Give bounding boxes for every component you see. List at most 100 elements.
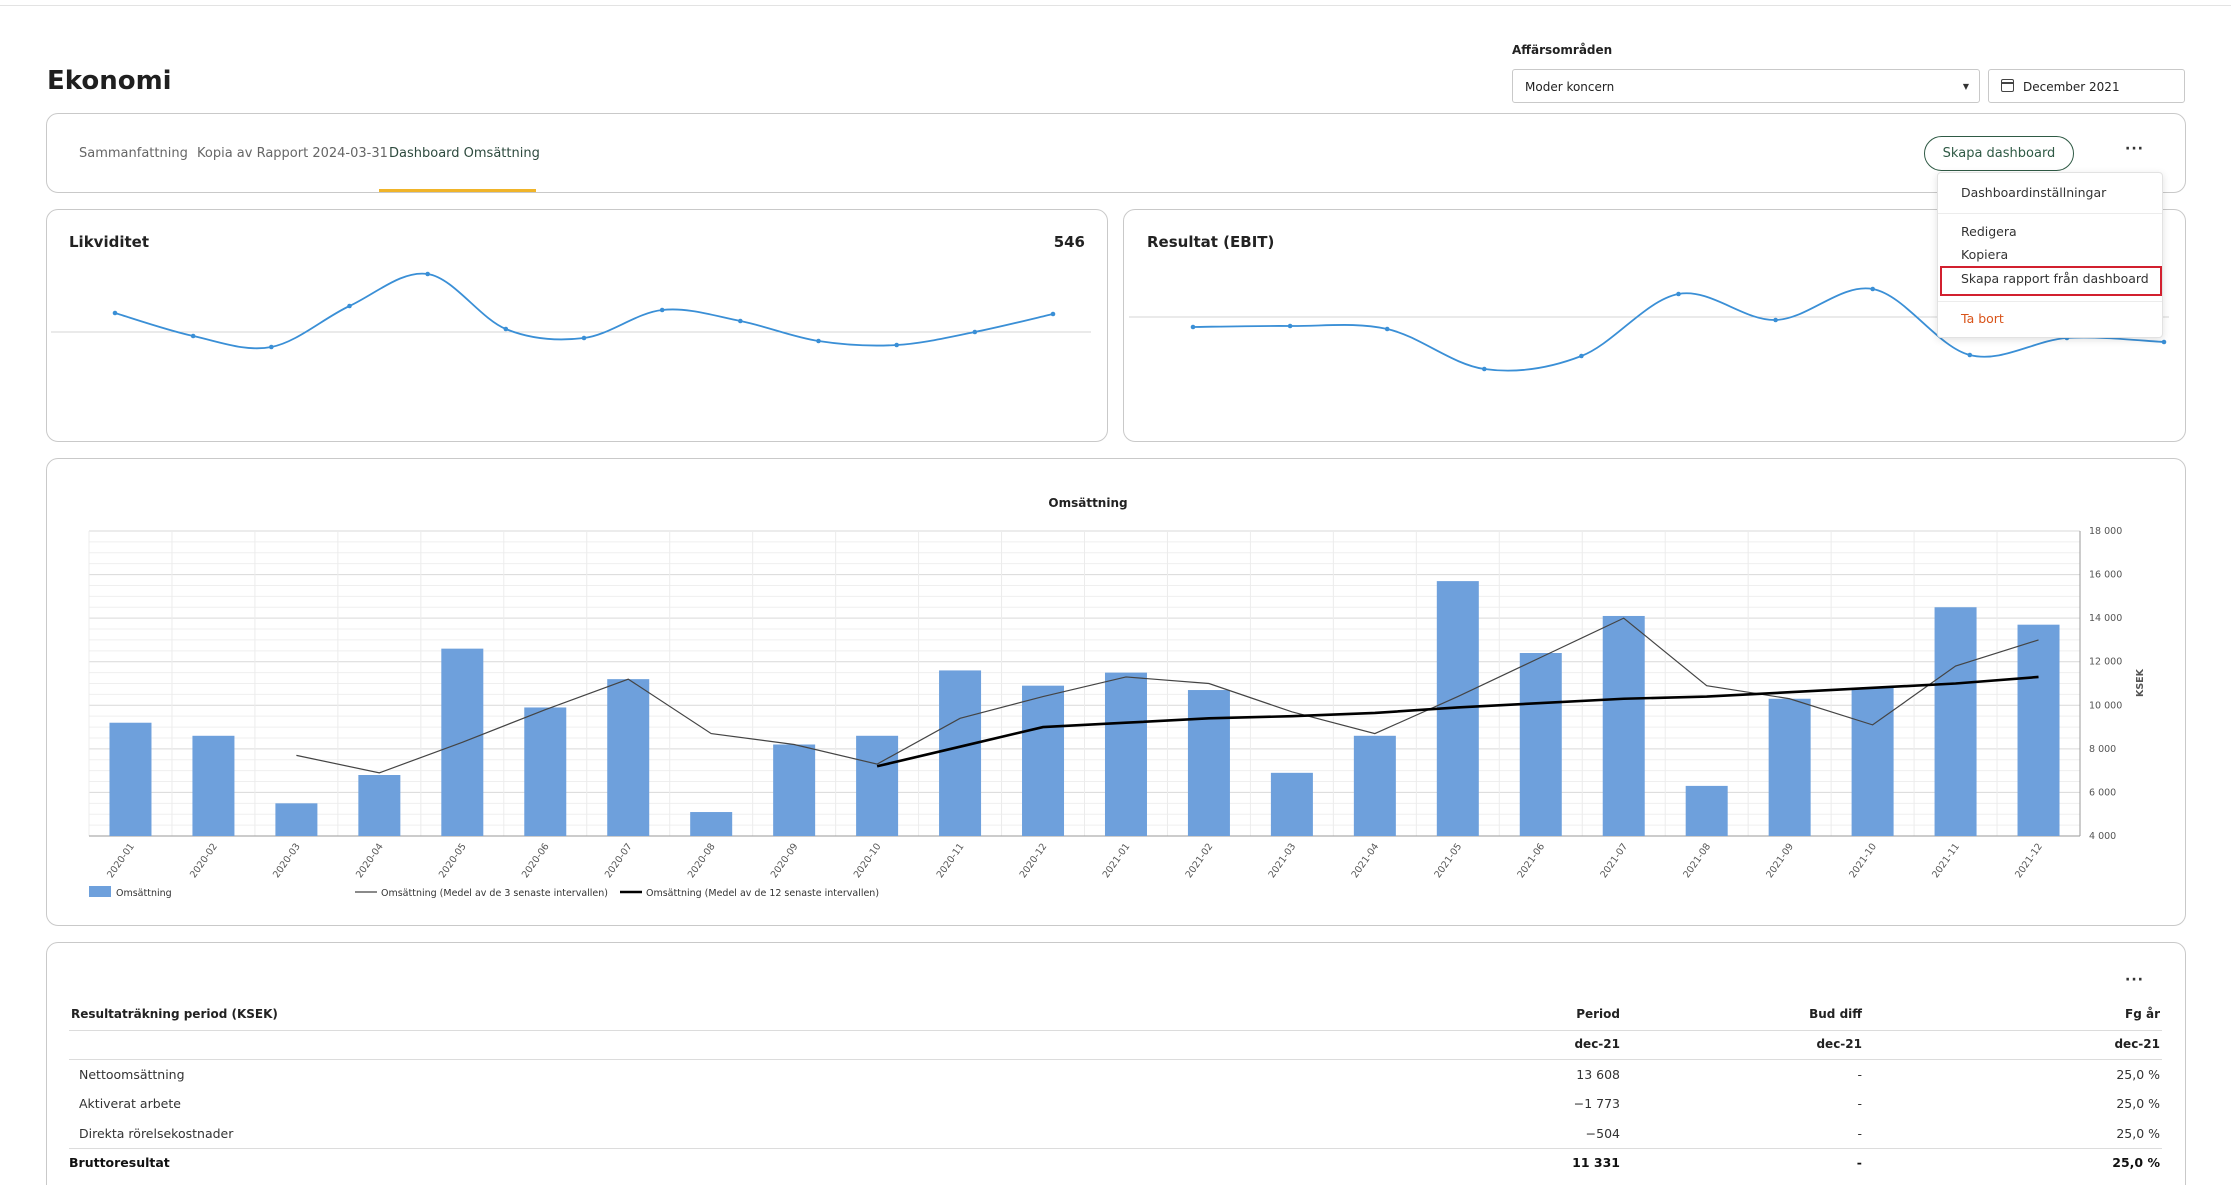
revenue-bar [1353,735,1396,836]
tab-sammanfattning[interactable]: Sammanfattning [79,146,188,161]
table-row-period: 11 331 [1572,1155,1620,1170]
table-header-bud-diff: Bud diff [1809,1007,1862,1021]
kpi-card-likviditet [46,209,1108,442]
business-area-select[interactable]: Moder koncern ▼ [1512,69,1980,103]
x-tick-label: 2021-11 [1930,841,1962,880]
x-tick-label: 2021-08 [1681,841,1713,880]
income-statement-card [46,942,2186,1185]
moving-average-12-line [876,675,2039,768]
revenue-bar [358,775,401,836]
page-title: Ekonomi [47,66,172,96]
table-subheader-period: dec-21 [1574,1037,1620,1051]
revenue-bar [1022,685,1065,836]
y-axis-label: KSEK [2135,668,2146,697]
revenue-bar [524,707,567,836]
y-tick-label: 6 000 [2089,787,2116,798]
table-subheader-fg-ar: dec-21 [2114,1037,2160,1051]
tab-kopia-av-rapport[interactable]: Kopia av Rapport 2024-03-31 [197,146,388,161]
top-divider [0,5,2231,6]
menu-item-create-report[interactable]: Skapa rapport från dashboard [1961,271,2149,286]
sparkline-point [1482,366,1487,372]
revenue-bar [607,679,650,836]
sparkline-likviditet [51,271,1091,350]
y-tick-label: 8 000 [2089,744,2116,755]
x-tick-label: 2020-11 [935,841,967,880]
revenue-bar [1685,785,1728,836]
sparkline-point [1287,323,1293,329]
table-row-bud-diff: - [1856,1155,1862,1170]
table-more-options-icon[interactable]: ··· [2125,972,2144,988]
x-tick-label: 2021-04 [1350,841,1382,880]
business-area-value: Moder koncern [1525,80,1615,94]
sparkline-point [1384,326,1390,332]
x-tick-label: 2021-12 [2013,841,2045,880]
table-divider [69,1030,2162,1031]
moving-average-3-line [296,617,2039,774]
x-tick-label: 2020-06 [520,841,552,880]
active-tab-indicator [379,189,536,192]
table-divider [69,1148,2162,1149]
x-tick-label: 2020-12 [1018,841,1050,880]
kpi-title-likviditet: Likviditet [69,233,149,251]
revenue-bar [1187,690,1230,836]
sparkline-point [1773,317,1778,323]
menu-item-delete[interactable]: Ta bort [1961,311,2004,326]
table-header-period: Period [1576,1007,1620,1021]
x-tick-label: 2021-03 [1267,841,1299,880]
sparkline-point [816,338,821,344]
sparkline-point [347,303,352,309]
tab-dashboard-omsattning[interactable]: Dashboard Omsättning [389,146,540,161]
y-tick-label: 14 000 [2089,613,2122,624]
menu-divider [1938,301,2162,302]
table-row-fg-ar: 25,0 % [2116,1067,2160,1082]
sparkline-point [972,329,978,335]
legend-swatch-bar [89,886,111,897]
sparkline-point [659,307,665,313]
menu-item-dashboard-settings[interactable]: Dashboardinställningar [1961,185,2107,200]
legend-label: Omsättning (Medel av de 3 senaste interv… [381,888,608,899]
business-area-label: Affärsområden [1512,43,1613,57]
sparkline-point [2161,339,2167,345]
calendar-icon [2001,79,2014,92]
table-header-fg-ar: Fg år [2125,1007,2160,1021]
table-subheader-bud-diff: dec-21 [1816,1037,1862,1051]
caret-down-icon: ▼ [1962,82,1969,91]
create-dashboard-button[interactable]: Skapa dashboard [1924,136,2074,171]
sparkline-point [1870,286,1875,292]
legend-label: Omsättning [116,888,172,899]
revenue-bar [2017,624,2060,836]
sparkline-point [1579,353,1584,359]
revenue-chart-title: Omsättning [1048,496,1128,510]
period-date-picker[interactable]: December 2021 [1988,69,2185,103]
sparkline-point [581,335,587,341]
revenue-bar [1104,672,1147,836]
sparkline-point [1190,324,1196,330]
revenue-bar [1270,772,1313,836]
revenue-bar [773,744,816,836]
y-tick-label: 18 000 [2089,526,2122,537]
x-tick-label: 2021-02 [1184,841,1216,880]
x-tick-label: 2020-03 [271,841,303,880]
more-options-icon[interactable]: ··· [2125,141,2144,157]
x-tick-label: 2020-10 [852,841,884,880]
x-tick-label: 2021-07 [1598,841,1630,880]
x-tick-label: 2021-09 [1764,841,1796,880]
kpi-value-likviditet: 546 [1053,233,1085,251]
y-tick-label: 16 000 [2089,570,2122,581]
sparkline-point [1967,352,1973,358]
x-tick-label: 2021-06 [1515,841,1547,880]
table-row-label: Bruttoresultat [69,1155,170,1170]
menu-item-copy[interactable]: Kopiera [1961,247,2009,262]
table-header-label: Resultaträkning period (KSEK) [71,1007,278,1021]
sparkline-point [894,342,899,348]
revenue-bar [1934,607,1977,836]
revenue-bar [1768,698,1811,836]
sparkline-point [1676,291,1681,297]
menu-item-edit[interactable]: Redigera [1961,224,2017,239]
revenue-bar [690,812,733,836]
x-tick-label: 2020-09 [769,841,801,880]
legend-label: Omsättning (Medel av de 12 senaste inter… [646,888,879,899]
revenue-bar [1602,615,1645,836]
revenue-bar [192,735,235,836]
table-row-fg-ar: 25,0 % [2116,1126,2160,1141]
